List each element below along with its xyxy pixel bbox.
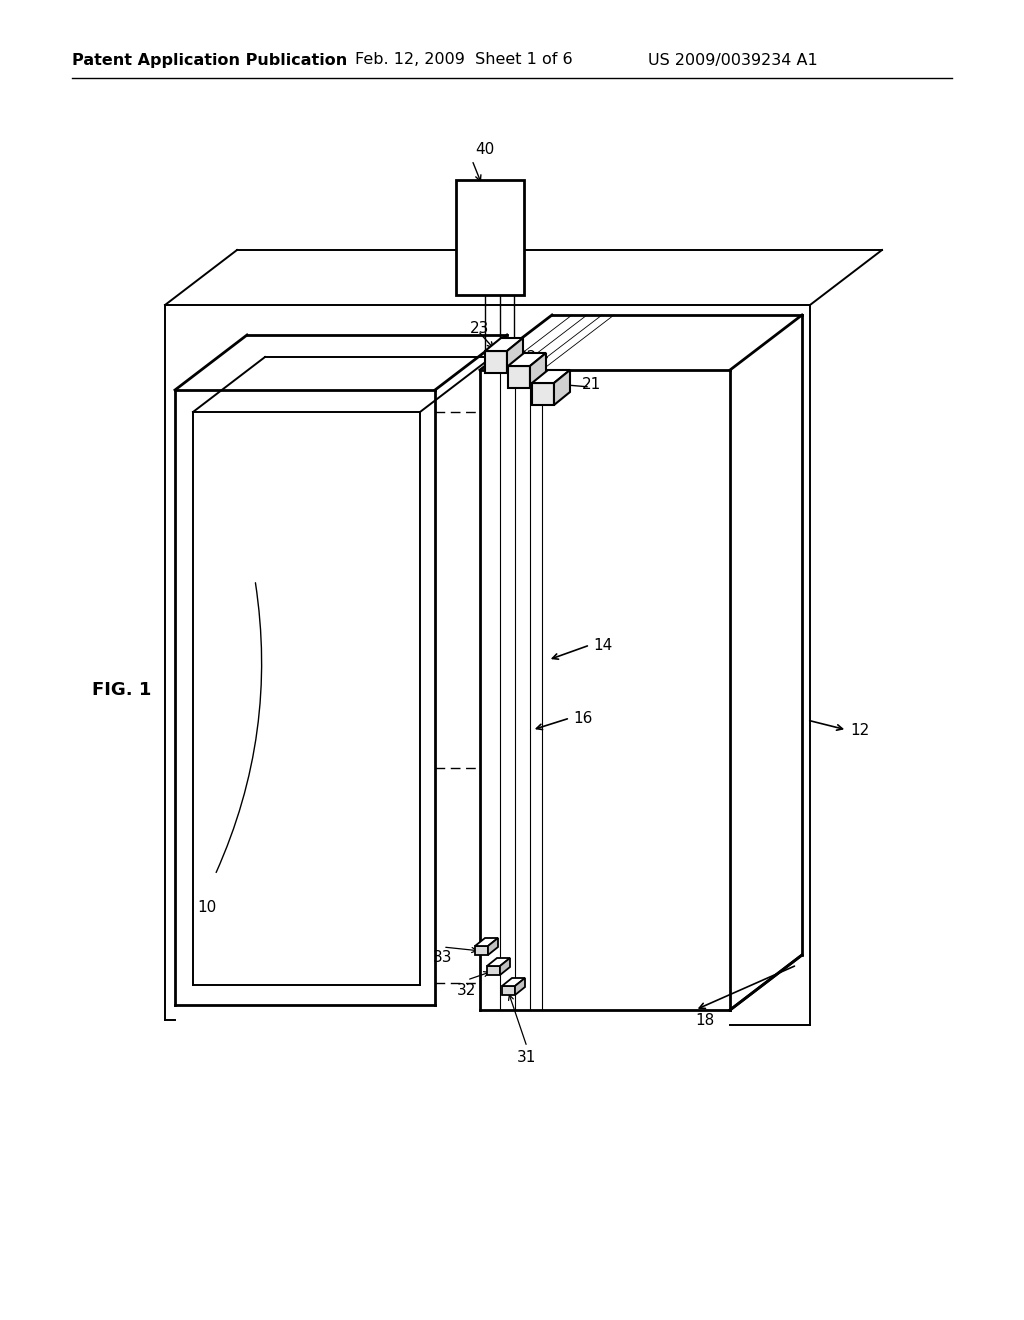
Text: US 2009/0039234 A1: US 2009/0039234 A1 [648, 53, 818, 67]
Text: 32: 32 [457, 983, 476, 998]
Polygon shape [488, 939, 498, 954]
Text: CONTROL UNIT: CONTROL UNIT [483, 190, 497, 285]
Polygon shape [475, 939, 498, 946]
Text: 40: 40 [475, 143, 495, 157]
Polygon shape [475, 946, 488, 954]
Text: 23: 23 [470, 321, 489, 337]
Text: 12: 12 [850, 723, 869, 738]
Polygon shape [532, 383, 554, 405]
Text: FIG. 1: FIG. 1 [92, 681, 152, 700]
Polygon shape [554, 370, 570, 405]
Bar [456, 180, 524, 294]
Polygon shape [485, 338, 523, 351]
Polygon shape [487, 966, 500, 975]
Polygon shape [487, 958, 510, 966]
Polygon shape [485, 351, 507, 374]
Polygon shape [502, 978, 525, 986]
Text: 10: 10 [197, 900, 216, 915]
Text: 33: 33 [433, 950, 453, 965]
Polygon shape [515, 978, 525, 995]
Text: 18: 18 [695, 1012, 715, 1028]
Text: Patent Application Publication: Patent Application Publication [72, 53, 347, 67]
Polygon shape [532, 370, 570, 383]
Polygon shape [507, 338, 523, 374]
Text: 16: 16 [573, 711, 592, 726]
Text: Feb. 12, 2009  Sheet 1 of 6: Feb. 12, 2009 Sheet 1 of 6 [355, 53, 572, 67]
Text: 14: 14 [593, 638, 612, 653]
Polygon shape [530, 352, 546, 388]
Polygon shape [508, 366, 530, 388]
Text: 22: 22 [518, 350, 538, 366]
Text: 21: 21 [582, 378, 601, 392]
Polygon shape [502, 986, 515, 995]
Text: 31: 31 [517, 1049, 537, 1065]
Polygon shape [508, 352, 546, 366]
Polygon shape [500, 958, 510, 975]
